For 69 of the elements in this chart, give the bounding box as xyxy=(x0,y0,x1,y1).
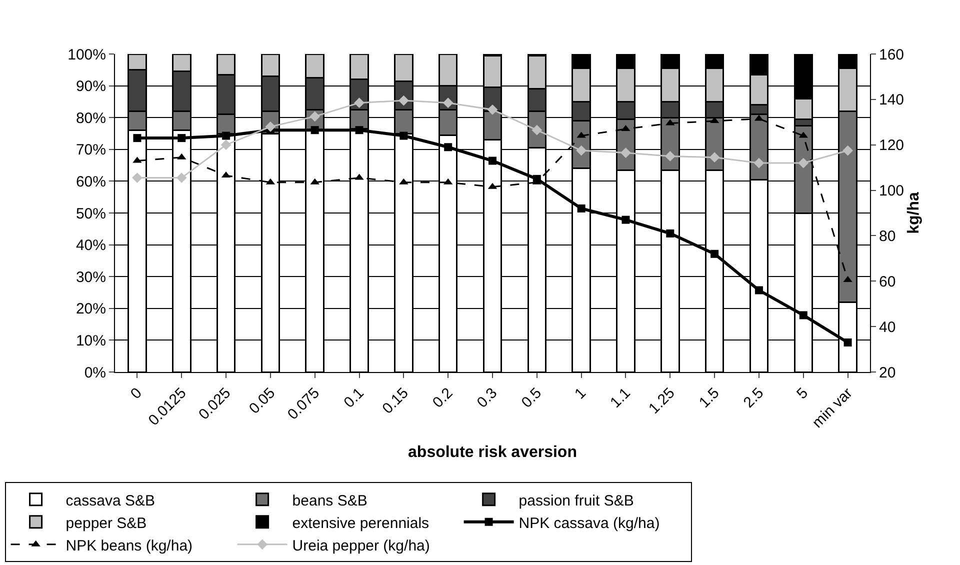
point xyxy=(132,172,142,183)
y-tick-label: 100% xyxy=(68,46,106,64)
x-tick-label: 1 xyxy=(572,384,590,403)
x-tick-label: 1.1 xyxy=(607,384,634,412)
y-tick-label: 20% xyxy=(76,300,106,318)
point xyxy=(222,132,230,140)
y-tick-label: 40% xyxy=(76,237,106,254)
point xyxy=(577,204,586,212)
point xyxy=(842,145,853,156)
y-tick-label: 60% xyxy=(76,173,106,190)
y-tick-label: 10% xyxy=(76,332,106,350)
legend-label: NPK cassava (kg/ha) xyxy=(518,514,660,532)
point xyxy=(622,216,630,224)
x-tick-label: 5 xyxy=(794,384,812,403)
point xyxy=(666,229,674,238)
x-axis-title: absolute risk aversion xyxy=(408,444,577,462)
legend-label: pepper S&B xyxy=(66,514,147,532)
y2-tick-label: 120 xyxy=(879,137,904,154)
x-tick-label: 0.15 xyxy=(379,384,412,418)
y-tick-label: 80% xyxy=(76,110,106,127)
point xyxy=(354,98,364,108)
legend-label: NPK beans (kg/ha) xyxy=(66,537,193,554)
point xyxy=(844,338,852,346)
point xyxy=(664,151,676,162)
legend-label: extensive perennials xyxy=(292,514,430,532)
y2-tick-label: 80 xyxy=(879,228,896,245)
y-tick-label: 90% xyxy=(76,78,106,96)
x-tick-label: 0 xyxy=(127,384,146,403)
point xyxy=(576,145,587,156)
point xyxy=(178,134,186,142)
y2-tick-label: 20 xyxy=(879,364,896,382)
point xyxy=(444,143,452,152)
point xyxy=(620,148,631,158)
y-tick-label: 70% xyxy=(76,142,106,159)
x-tick-label: min var xyxy=(809,384,856,432)
point xyxy=(310,126,319,134)
point xyxy=(176,172,187,183)
y2-tick-label: 100 xyxy=(879,182,904,200)
legend-label: beans S&B xyxy=(292,492,368,510)
y-tick-label: 50% xyxy=(76,205,106,222)
y2-tick-label: 160 xyxy=(879,46,904,64)
x-tick-label: 0.2 xyxy=(429,384,456,412)
legend-label: cassava S&B xyxy=(66,492,156,510)
x-tick-label: 2.5 xyxy=(740,384,768,412)
y-tick-label: 0% xyxy=(84,364,106,382)
point xyxy=(487,104,498,115)
point xyxy=(220,140,232,150)
legend-label: Ureia pepper (kg/ha) xyxy=(292,537,430,554)
point xyxy=(488,156,496,165)
x-tick-label: 0.1 xyxy=(340,384,368,412)
point xyxy=(754,286,763,294)
y2-tick-label: 40 xyxy=(879,318,896,336)
y2-tick-label: 140 xyxy=(879,92,904,109)
y2-tick-label: 60 xyxy=(879,273,896,290)
point xyxy=(400,132,408,140)
point xyxy=(798,158,809,168)
x-tick-label: 0.5 xyxy=(518,384,546,412)
point xyxy=(710,250,719,258)
point xyxy=(133,134,142,142)
x-tick-label: 0.3 xyxy=(474,384,501,412)
point xyxy=(355,126,364,134)
point xyxy=(709,152,720,163)
point xyxy=(754,158,764,168)
point xyxy=(799,311,808,320)
y-tick-label: 30% xyxy=(76,268,106,286)
x-tick-label: 1.5 xyxy=(696,384,723,412)
y2-axis-title: kg/ha xyxy=(906,192,923,234)
x-tick-label: 0.05 xyxy=(246,384,279,418)
legend-label: passion fruit S&B xyxy=(518,492,634,510)
